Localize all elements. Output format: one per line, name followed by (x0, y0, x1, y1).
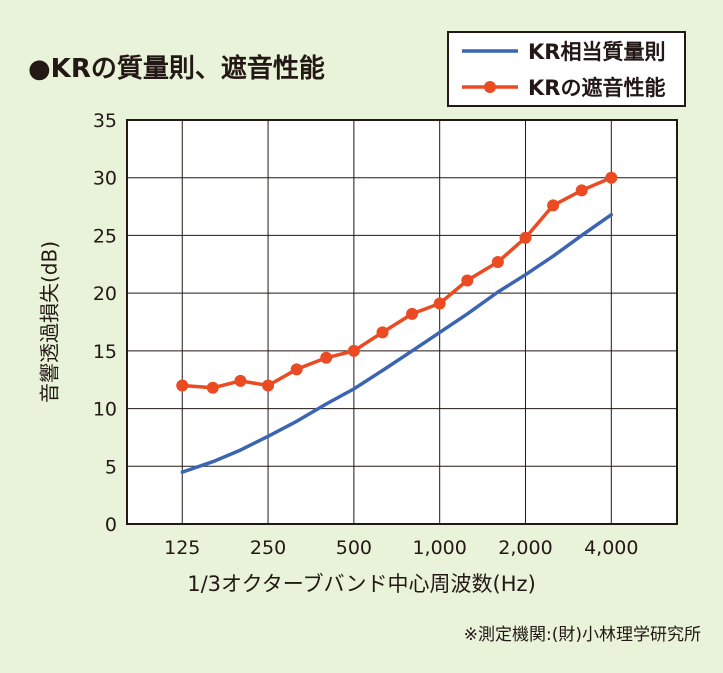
y-tick-label: 10 (93, 399, 117, 421)
y-axis-label: 音響透過損失(dB) (37, 240, 62, 404)
legend-box (447, 31, 686, 107)
x-axis-label: 1/3オクターブバンド中心周波数(Hz) (187, 572, 536, 596)
legend-label: KRの遮音性能 (528, 76, 665, 100)
data-point (234, 374, 247, 387)
measurement-note: ※測定機関:(財)小林理学研究所 (463, 625, 701, 645)
data-point (547, 199, 560, 212)
chart-title: ●KRの質量則、遮音性能 (28, 54, 325, 84)
series-line-1 (180, 212, 614, 474)
data-point (347, 344, 360, 357)
plot-border (126, 119, 678, 525)
data-point (290, 363, 303, 376)
legend-marker (484, 81, 496, 93)
x-tick-label: 1,000 (412, 537, 466, 559)
x-tick-label: 4,000 (584, 537, 638, 559)
data-point (206, 381, 219, 394)
data-point (262, 379, 275, 392)
y-tick-label: 0 (105, 514, 117, 536)
data-point (433, 297, 446, 310)
legend-label: KR相当質量則 (528, 40, 665, 64)
data-point (320, 351, 333, 364)
x-tick-label: 125 (164, 537, 200, 559)
data-point (575, 184, 588, 197)
x-tick-label: 250 (250, 537, 286, 559)
data-point (519, 231, 532, 244)
data-point (491, 255, 504, 268)
y-tick-label: 5 (105, 456, 117, 478)
y-tick-label: 30 (93, 168, 117, 190)
y-tick-label: 20 (93, 283, 117, 305)
x-tick-label: 500 (336, 537, 372, 559)
data-point (376, 326, 389, 339)
data-point (406, 307, 419, 320)
series-line-2 (180, 175, 614, 390)
y-tick-label: 15 (93, 341, 117, 363)
y-tick-label: 35 (93, 110, 117, 132)
x-tick-label: 2,000 (498, 537, 552, 559)
data-point (461, 274, 474, 287)
data-point (176, 379, 189, 392)
data-point (605, 171, 618, 184)
y-tick-label: 25 (93, 225, 117, 247)
